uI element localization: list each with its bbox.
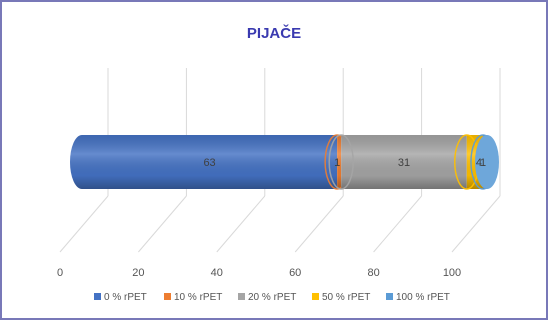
gridline-floor-60: [294, 195, 344, 253]
x-tick-label: 100: [443, 267, 461, 279]
x-tick-label: 0: [57, 267, 63, 279]
legend-swatch: [164, 293, 171, 300]
gridline-floor-0: [59, 195, 109, 253]
x-tick-label: 40: [211, 267, 223, 279]
chart-title: PIJAČE: [247, 24, 301, 42]
bar-right-cap: [475, 135, 499, 189]
legend-swatch: [312, 293, 319, 300]
gridline-floor-40: [216, 195, 266, 253]
legend: 0 % rPET 10 % rPET 20 % rPET 50 % rPET 100 %…: [94, 292, 450, 303]
x-tick-label: 20: [132, 267, 144, 279]
gridline-floor-100: [451, 195, 501, 253]
stacked-cylinder-bar: [70, 134, 499, 190]
data-label: 1: [480, 157, 486, 169]
bar-segment-shading: [337, 135, 342, 189]
legend-swatch: [94, 293, 101, 300]
legend-swatch: [238, 293, 245, 300]
data-label: 1: [334, 157, 340, 169]
x-tick-label: 80: [367, 267, 379, 279]
data-label: 63: [203, 157, 215, 169]
segment-boundary: [328, 134, 354, 190]
legend-swatch: [386, 293, 393, 300]
bar-segment-shading: [341, 135, 467, 189]
x-tick-label: 60: [289, 267, 301, 279]
x-axis-ticks: 0 20 40 60 80 100: [57, 267, 461, 279]
legend-entry: 20 % rPET: [248, 292, 296, 303]
data-label: 31: [398, 157, 410, 169]
legend-entry: 10 % rPET: [174, 292, 222, 303]
gridline-floor-80: [373, 195, 422, 253]
gridline-floor-20: [138, 195, 187, 253]
legend-entry: 50 % rPET: [322, 292, 370, 303]
data-label: 4: [476, 157, 482, 169]
bar-segment-shading: [82, 135, 338, 189]
data-labels: 63 1 31 41: [203, 157, 486, 169]
legend-entry: 0 % rPET: [104, 292, 147, 303]
legend-entry: 100 % rPET: [396, 292, 450, 303]
